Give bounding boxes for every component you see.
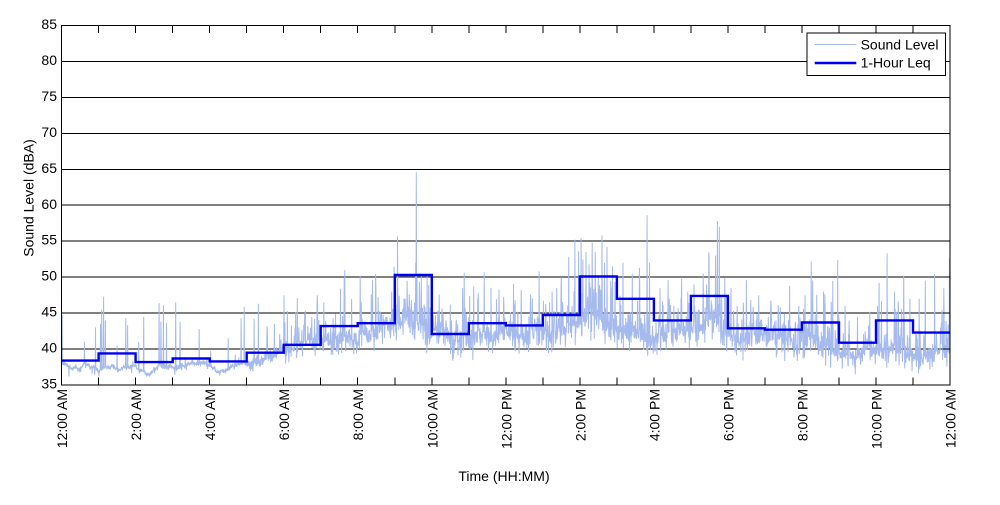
svg-text:8:00 PM: 8:00 PM bbox=[794, 389, 810, 441]
svg-text:75: 75 bbox=[41, 88, 57, 104]
svg-text:35: 35 bbox=[41, 376, 57, 392]
svg-text:Sound Level (dBA): Sound Level (dBA) bbox=[21, 139, 37, 257]
svg-text:4:00 AM: 4:00 AM bbox=[202, 389, 218, 440]
svg-text:40: 40 bbox=[41, 340, 57, 356]
svg-text:55: 55 bbox=[41, 232, 57, 248]
svg-text:45: 45 bbox=[41, 304, 57, 320]
svg-text:6:00 AM: 6:00 AM bbox=[276, 389, 292, 440]
svg-text:Sound Level: Sound Level bbox=[861, 36, 939, 52]
svg-text:60: 60 bbox=[41, 196, 57, 212]
svg-text:10:00 AM: 10:00 AM bbox=[424, 389, 440, 448]
svg-text:65: 65 bbox=[41, 160, 57, 176]
svg-text:6:00 PM: 6:00 PM bbox=[720, 389, 736, 441]
svg-text:80: 80 bbox=[41, 52, 57, 68]
svg-text:1-Hour Leq: 1-Hour Leq bbox=[861, 54, 931, 70]
svg-text:Time (HH:MM): Time (HH:MM) bbox=[458, 468, 549, 484]
svg-text:70: 70 bbox=[41, 124, 57, 140]
svg-text:12:00 AM: 12:00 AM bbox=[943, 389, 959, 448]
svg-text:85: 85 bbox=[41, 16, 57, 32]
svg-text:2:00 PM: 2:00 PM bbox=[572, 389, 588, 441]
svg-text:12:00 PM: 12:00 PM bbox=[498, 389, 514, 449]
svg-text:50: 50 bbox=[41, 268, 57, 284]
svg-text:12:00 AM: 12:00 AM bbox=[54, 389, 70, 448]
svg-text:2:00 AM: 2:00 AM bbox=[128, 389, 144, 440]
svg-text:10:00 PM: 10:00 PM bbox=[869, 389, 885, 449]
svg-text:8:00 AM: 8:00 AM bbox=[350, 389, 366, 440]
svg-text:4:00 PM: 4:00 PM bbox=[646, 389, 662, 441]
